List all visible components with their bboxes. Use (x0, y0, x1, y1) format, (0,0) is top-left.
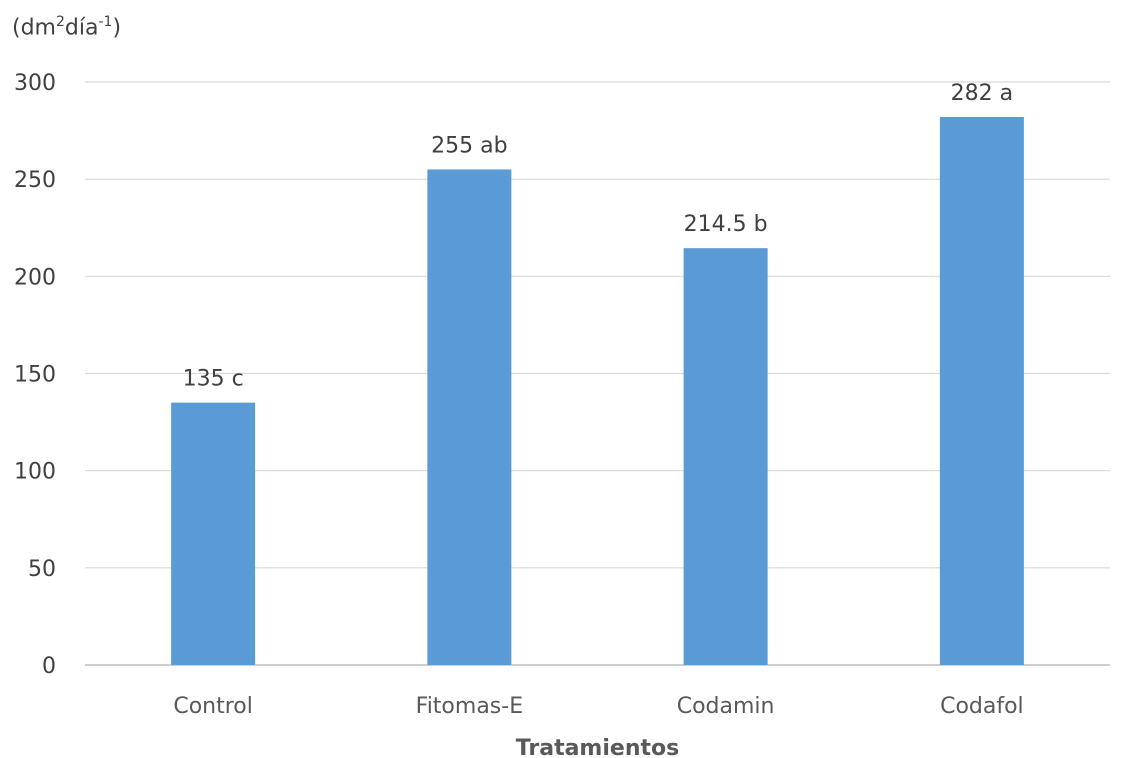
x-tick-label: Control (173, 694, 253, 719)
data-label: 135 c (183, 367, 244, 392)
x-axis-ticks: Control Fitomas-E Codamin Codafol (173, 694, 1023, 719)
y-axis-label-mid: día (64, 15, 99, 41)
y-tick-label: 150 (14, 363, 56, 388)
y-axis-label-prefix: (dm (12, 15, 56, 41)
bar (683, 248, 768, 665)
bars (171, 116, 1024, 666)
y-tick-label: 300 (14, 71, 56, 96)
x-tick-label: Codafol (940, 694, 1024, 719)
y-tick-label: 100 (14, 460, 56, 485)
x-tick-label: Fitomas-E (416, 694, 523, 719)
x-axis-title: Tratamientos (516, 736, 679, 758)
data-label: 282 a (951, 81, 1013, 106)
x-tick-label: Codamin (677, 694, 775, 719)
data-label: 255 ab (431, 133, 507, 158)
data-label: 214.5 b (684, 212, 768, 237)
y-axis-label-sup-1: 2 (55, 14, 65, 30)
gridlines (85, 81, 1110, 666)
y-tick-label: 0 (42, 654, 56, 679)
y-tick-label: 200 (14, 265, 56, 290)
bar (427, 169, 512, 665)
bar (939, 116, 1024, 666)
y-tick-label: 50 (28, 557, 56, 582)
y-axis-label: (dm2día-1) (12, 14, 121, 40)
y-axis-label-sup-2: -1 (98, 14, 113, 30)
y-tick-label: 250 (14, 168, 56, 193)
data-labels: 135 c 255 ab 214.5 b 282 a (183, 81, 1014, 392)
bar (171, 402, 256, 665)
y-axis-ticks: 0 50 100 150 200 250 300 (14, 71, 56, 679)
y-axis-label-suffix: ) (112, 15, 122, 41)
